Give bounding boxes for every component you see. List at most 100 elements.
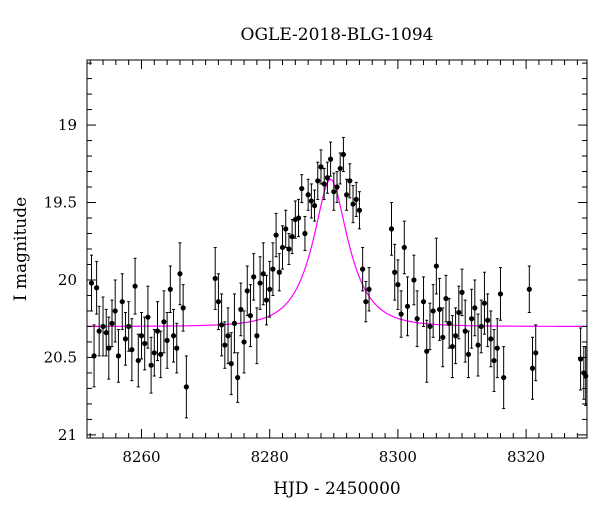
data-point bbox=[289, 234, 295, 240]
y-tick-label: 20.5 bbox=[44, 348, 77, 366]
data-point bbox=[109, 320, 115, 326]
data-point bbox=[302, 230, 308, 237]
y-tick-label: 19 bbox=[58, 116, 77, 134]
data-point bbox=[324, 175, 330, 181]
data-point bbox=[430, 308, 436, 314]
data-point bbox=[526, 286, 532, 292]
data-point bbox=[183, 384, 189, 390]
plot-frame bbox=[86, 59, 588, 439]
data-point bbox=[501, 374, 507, 381]
data-point bbox=[388, 226, 395, 232]
data-point bbox=[481, 300, 488, 306]
data-point bbox=[132, 283, 138, 289]
data-point bbox=[449, 343, 455, 350]
data-point bbox=[161, 319, 167, 325]
data-point bbox=[347, 178, 353, 184]
data-point bbox=[164, 337, 170, 344]
data-point bbox=[106, 345, 112, 351]
data-point bbox=[318, 164, 324, 170]
data-point bbox=[241, 339, 247, 345]
data-point bbox=[88, 280, 95, 286]
data-point bbox=[344, 192, 350, 198]
data-point bbox=[360, 266, 366, 272]
data-point bbox=[465, 351, 472, 357]
data-point bbox=[142, 340, 148, 347]
data-point bbox=[270, 266, 276, 272]
data-point bbox=[231, 320, 238, 326]
data-point bbox=[267, 286, 273, 292]
data-point bbox=[122, 336, 129, 342]
data-point bbox=[404, 303, 411, 309]
data-point bbox=[254, 333, 260, 339]
data-point bbox=[462, 328, 468, 334]
y-tick-label: 20 bbox=[58, 271, 77, 289]
data-point bbox=[129, 347, 135, 353]
data-point bbox=[138, 333, 145, 339]
data-point bbox=[469, 316, 475, 322]
data-point bbox=[126, 323, 132, 330]
data-point bbox=[158, 351, 164, 357]
data-point bbox=[456, 309, 462, 316]
data-point bbox=[283, 226, 289, 232]
data-point bbox=[363, 299, 369, 305]
data-point bbox=[433, 263, 439, 269]
data-point bbox=[119, 299, 125, 305]
data-point bbox=[583, 373, 589, 379]
data-point bbox=[235, 374, 241, 381]
data-point bbox=[350, 201, 356, 207]
data-point bbox=[494, 345, 500, 351]
data-point bbox=[331, 189, 337, 195]
data-point bbox=[340, 151, 347, 158]
y-axis-label: I magnitude bbox=[11, 197, 31, 301]
data-point bbox=[154, 328, 161, 334]
data-point bbox=[327, 156, 334, 162]
data-point bbox=[279, 244, 286, 251]
data-point bbox=[452, 333, 459, 339]
data-point bbox=[311, 203, 318, 209]
data-point bbox=[228, 361, 234, 367]
data-point bbox=[295, 215, 302, 221]
data-point bbox=[411, 277, 417, 283]
data-point bbox=[112, 308, 118, 314]
y-tick-label: 21 bbox=[58, 426, 77, 444]
data-point bbox=[145, 314, 151, 320]
data-point bbox=[414, 316, 420, 322]
data-point bbox=[533, 350, 539, 356]
data-point bbox=[395, 282, 401, 288]
y-tick-label: 19.5 bbox=[44, 194, 77, 212]
x-tick-label: 8300 bbox=[379, 448, 417, 466]
data-point bbox=[215, 299, 222, 305]
x-tick-label: 8280 bbox=[251, 448, 289, 466]
data-point bbox=[219, 322, 225, 328]
data-point bbox=[263, 297, 270, 303]
data-point bbox=[366, 286, 372, 292]
data-point bbox=[276, 269, 282, 275]
data-point bbox=[315, 178, 321, 184]
x-tick-label: 8320 bbox=[507, 448, 545, 466]
data-point bbox=[436, 306, 443, 313]
data-point bbox=[286, 246, 292, 252]
data-points-layer bbox=[88, 136, 589, 419]
data-point bbox=[497, 291, 504, 297]
data-point bbox=[225, 333, 231, 339]
data-point bbox=[353, 196, 359, 203]
data-point bbox=[305, 192, 311, 198]
chart-title: OGLE-2018-BLG-1094 bbox=[241, 25, 434, 45]
data-point bbox=[440, 334, 446, 340]
data-point bbox=[398, 311, 404, 317]
data-point bbox=[478, 323, 484, 330]
data-point bbox=[420, 299, 427, 305]
data-point bbox=[446, 320, 452, 326]
data-point bbox=[299, 185, 305, 192]
data-point bbox=[151, 350, 157, 356]
data-point bbox=[488, 336, 494, 342]
axes-layer: 8260 8280 8300 8320 19 19.5 20 20.5 21 bbox=[44, 60, 587, 466]
data-point bbox=[273, 232, 279, 238]
data-point bbox=[308, 198, 314, 204]
data-point bbox=[424, 348, 430, 354]
data-point bbox=[491, 357, 497, 364]
data-point bbox=[472, 305, 478, 311]
data-point bbox=[485, 317, 491, 323]
data-point bbox=[427, 323, 433, 330]
